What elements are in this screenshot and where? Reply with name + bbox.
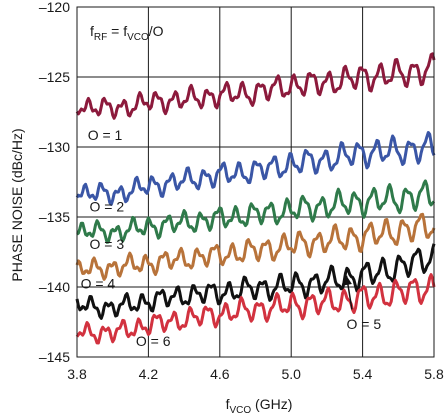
y-tick-label: –125 — [39, 69, 70, 85]
x-axis-title: fVCO (GHz) — [226, 396, 293, 416]
frequency-relation-annotation: fRF = fVCO/O — [90, 23, 164, 43]
series-line-O=1 — [77, 54, 434, 119]
y-tick-label: –140 — [39, 279, 70, 295]
series-label-O=5: O = 5 — [347, 316, 382, 332]
x-tick-label: 4.6 — [210, 366, 230, 382]
y-tick-label: –145 — [39, 349, 70, 365]
series-label-O=4: O = 4 — [81, 275, 116, 291]
y-axis-title: PHASE NOISE (dBc/Hz) — [9, 128, 25, 281]
x-tick-label: 3.8 — [67, 366, 87, 382]
series-layer — [77, 54, 434, 343]
series-label-O=2: O = 2 — [89, 198, 124, 214]
series-label-O=1: O = 1 — [88, 127, 123, 143]
x-tick-label: 5.0 — [281, 366, 301, 382]
series-label-O=6: O = 6 — [136, 333, 171, 349]
x-tick-label: 4.2 — [139, 366, 159, 382]
y-tick-label: –135 — [39, 209, 70, 225]
series-label-O=3: O = 3 — [89, 236, 124, 252]
tick-labels: 3.8 4.2 4.6 5.0 5.4 5.8 –145 –140 –135 –130 –125 –1… — [39, 0, 444, 382]
series-line-O=3 — [77, 181, 434, 242]
x-tick-label: 5.8 — [424, 366, 444, 382]
y-tick-label: –120 — [39, 0, 70, 15]
y-tick-label: –130 — [39, 139, 70, 155]
x-tick-label: 5.4 — [353, 366, 373, 382]
series-line-O=2 — [77, 133, 434, 205]
